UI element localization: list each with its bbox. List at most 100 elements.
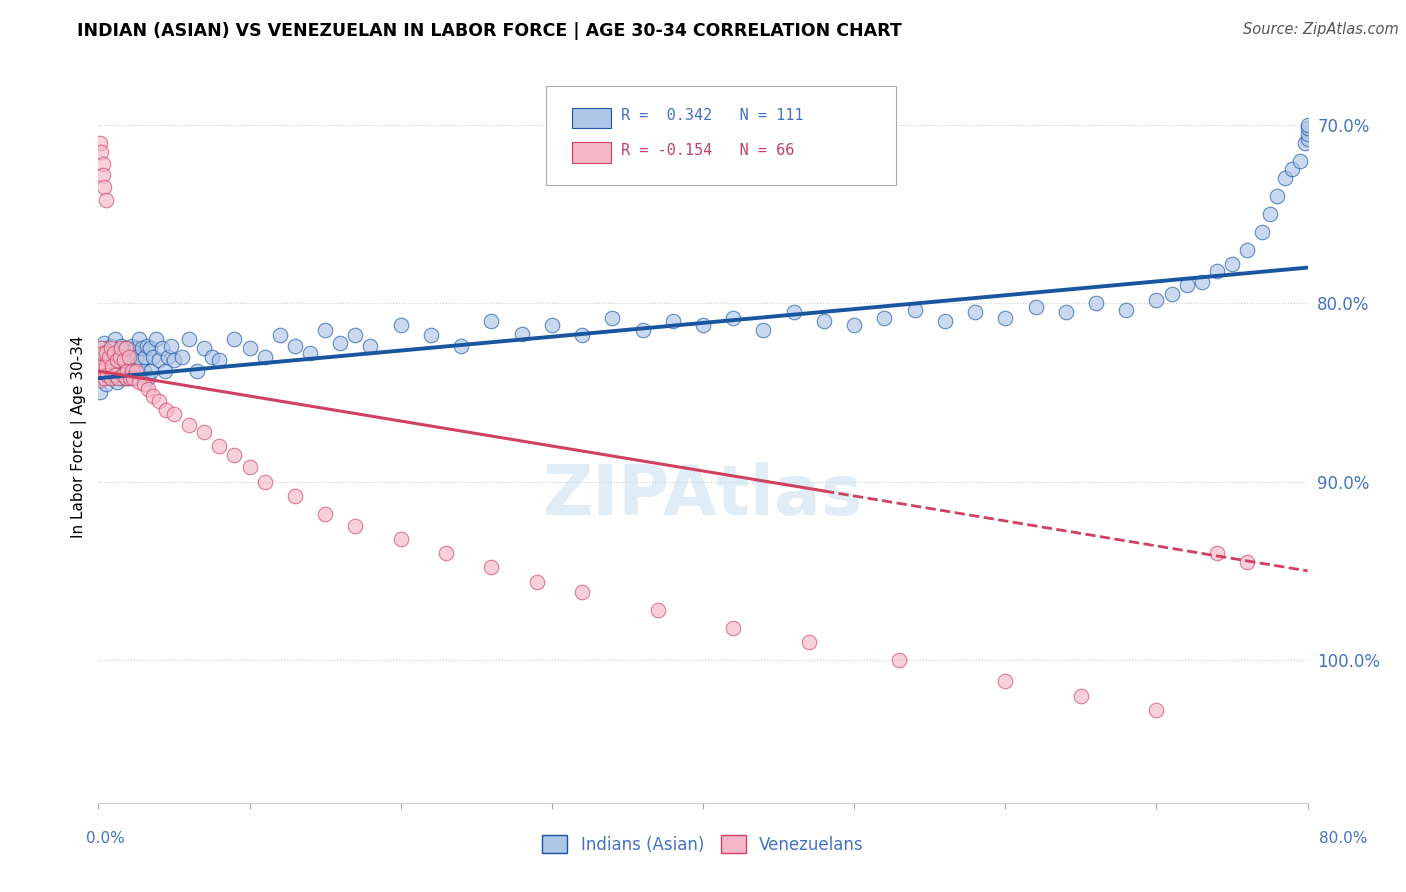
Point [110, 371, 132, 385]
Point [122, 371, 145, 385]
Point [540, 318, 562, 332]
Point [104, 368, 127, 382]
Point [934, 314, 956, 328]
Point [1206, 264, 1229, 278]
Point [139, 341, 162, 355]
Point [201, 350, 224, 364]
Point [118, 350, 141, 364]
Point [110, 341, 132, 355]
Point [91, 341, 114, 355]
Point [1296, 132, 1319, 146]
Point [89, 350, 111, 364]
Point [481, 560, 503, 574]
Point [481, 314, 503, 328]
Text: R = -0.154   N = 66: R = -0.154 N = 66 [621, 143, 794, 158]
Point [114, 364, 136, 378]
Point [208, 439, 231, 453]
Point [1274, 171, 1296, 186]
Point [1294, 136, 1316, 150]
Point [1115, 303, 1137, 318]
Point [125, 364, 148, 378]
Point [90, 145, 112, 159]
Point [873, 310, 896, 325]
FancyBboxPatch shape [546, 86, 897, 185]
Point [299, 346, 322, 360]
Point [90, 364, 112, 378]
Point [994, 674, 1017, 689]
Point [193, 341, 215, 355]
Point [121, 364, 143, 378]
Point [120, 371, 142, 385]
Point [136, 371, 159, 385]
Point [156, 350, 179, 364]
Point [179, 417, 201, 432]
Legend: Indians (Asian), Venezuelans: Indians (Asian), Venezuelans [536, 829, 870, 860]
Point [142, 389, 165, 403]
Point [661, 314, 683, 328]
Point [163, 353, 186, 368]
Point [142, 350, 165, 364]
Point [1144, 703, 1167, 717]
Point [889, 653, 911, 667]
Text: R =  0.342   N = 111: R = 0.342 N = 111 [621, 108, 803, 123]
Point [1267, 189, 1289, 203]
Point [1191, 275, 1213, 289]
Point [127, 364, 149, 378]
Point [120, 353, 142, 368]
Point [602, 310, 624, 325]
Point [1289, 153, 1312, 168]
Point [136, 382, 159, 396]
Point [647, 603, 669, 617]
Point [1054, 305, 1077, 319]
Point [132, 376, 155, 391]
Point [723, 310, 745, 325]
Point [128, 375, 150, 389]
Point [269, 328, 291, 343]
Point [105, 353, 128, 368]
Point [100, 371, 122, 385]
Point [101, 364, 124, 378]
Point [108, 364, 131, 378]
Point [93, 335, 115, 350]
Point [96, 353, 118, 368]
Point [141, 364, 163, 378]
Point [115, 364, 138, 378]
Point [93, 364, 115, 378]
Point [101, 359, 124, 373]
Text: Source: ZipAtlas.com: Source: ZipAtlas.com [1243, 22, 1399, 37]
Point [844, 318, 866, 332]
Point [783, 305, 806, 319]
Point [112, 353, 135, 368]
Point [111, 368, 134, 382]
Point [135, 339, 157, 353]
Point [994, 310, 1017, 325]
Point [752, 323, 775, 337]
Point [107, 353, 129, 368]
Point [94, 193, 117, 207]
Point [571, 585, 593, 599]
Point [1281, 162, 1303, 177]
Point [100, 341, 122, 355]
Point [1144, 293, 1167, 307]
Point [118, 346, 141, 360]
Text: ZIPAtlas: ZIPAtlas [543, 462, 863, 529]
Point [112, 353, 135, 368]
Point [100, 339, 122, 353]
Point [420, 328, 443, 343]
Point [314, 507, 336, 521]
Point [96, 368, 118, 382]
Point [115, 371, 138, 385]
Point [344, 519, 367, 533]
Point [526, 574, 548, 589]
Point [121, 339, 143, 353]
Point [111, 350, 134, 364]
Point [193, 425, 215, 439]
Point [121, 364, 143, 378]
Point [89, 136, 111, 150]
Point [90, 368, 112, 382]
Bar [572, 108, 612, 128]
Point [1175, 278, 1198, 293]
Point [98, 350, 121, 364]
Point [389, 532, 412, 546]
Point [179, 332, 201, 346]
